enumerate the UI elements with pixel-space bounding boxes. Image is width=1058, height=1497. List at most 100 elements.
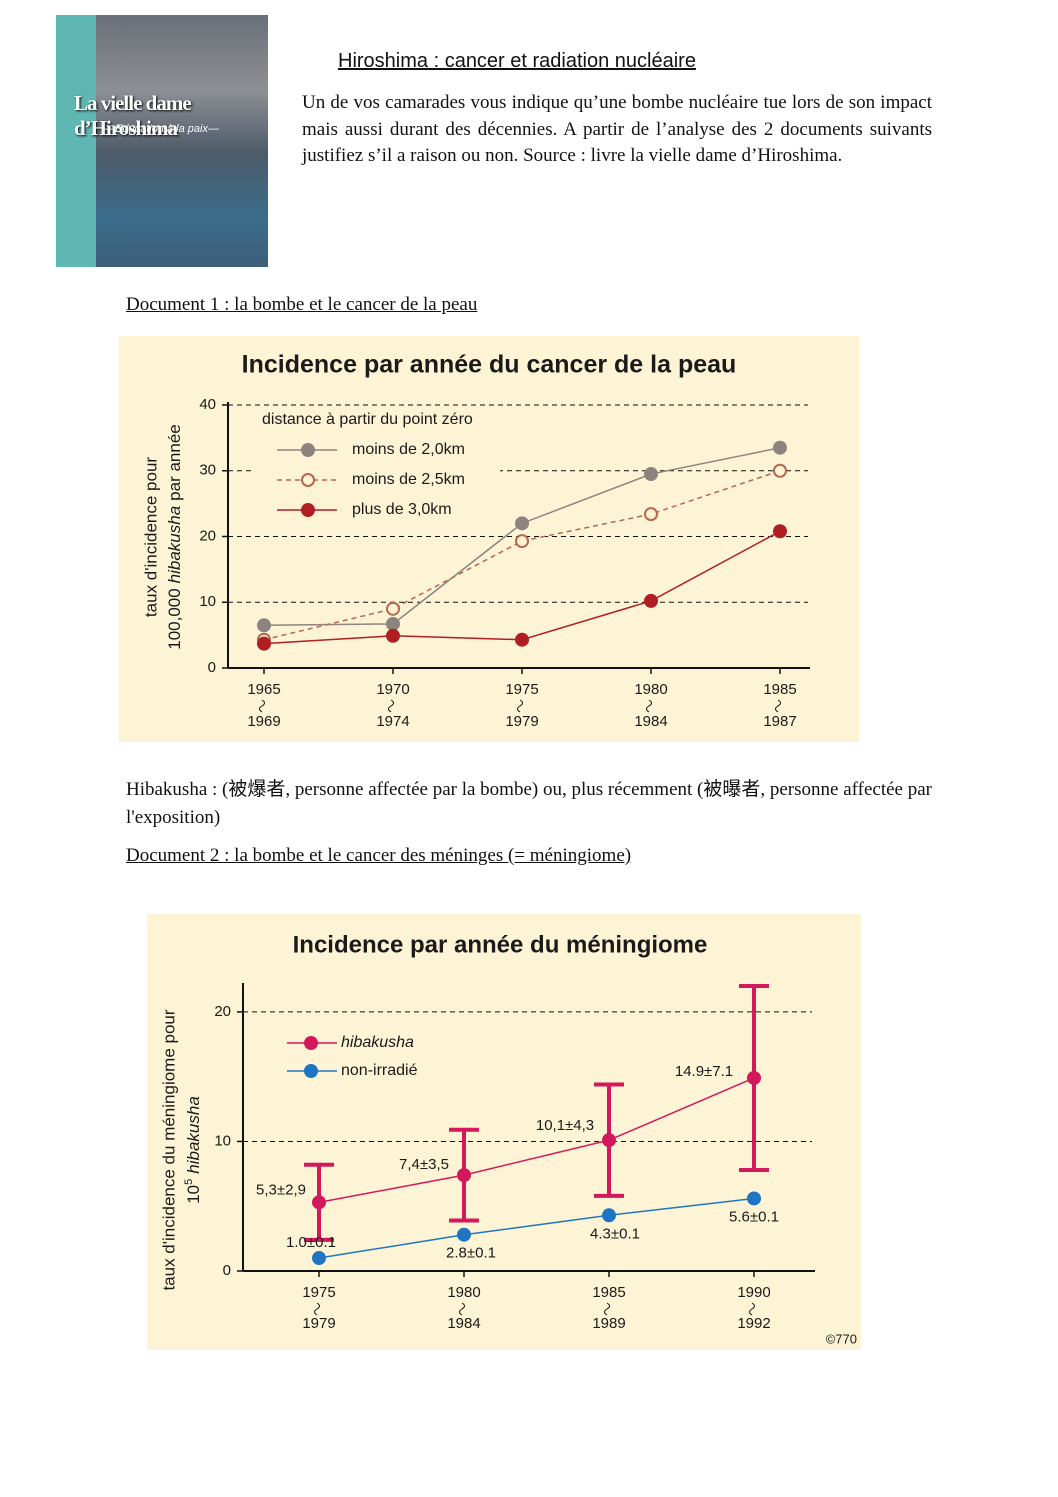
book-cover: La vielle dame d’Hiroshima —Education à … <box>56 15 268 267</box>
x-tick-label: 1980 <box>634 681 667 698</box>
data-point <box>386 628 400 643</box>
data-point <box>457 1227 471 1242</box>
y-label-part: 10 <box>184 1185 203 1204</box>
intro: Un de vos camarades vous indique qu’une … <box>302 92 932 166</box>
data-label: 10,1±4,3 <box>536 1117 594 1134</box>
x-tick-label: 1979 <box>505 713 538 730</box>
y-tick-label: 20 <box>214 1003 231 1020</box>
x-tick-label: 1985 <box>592 1284 625 1301</box>
plot: Incidence par année du méningiome 0 10 20 19… <box>159 931 857 1346</box>
plot: Incidence par année du cancer de la peau… <box>141 351 810 730</box>
x-tick-label: 1974 <box>376 713 409 730</box>
data-point <box>747 1191 761 1206</box>
chart-meningioma: Incidence par année du méningiome 0 10 20 19… <box>147 914 861 1350</box>
x-tick-label: 1970 <box>376 681 409 698</box>
doc2-heading: Document 2 : la bombe et le cancer des m… <box>126 845 632 866</box>
x-tick-label: 1992 <box>737 1315 770 1332</box>
legend-label: moins de 2,0km <box>352 441 465 458</box>
legend-label: moins de 2,5km <box>352 471 465 488</box>
y-label-part: hibakusha <box>165 506 184 584</box>
range-squiggle <box>459 1302 465 1316</box>
range-squiggle <box>314 1302 320 1316</box>
legend-label: plus de 3,0km <box>352 501 452 518</box>
cover-title: La vielle dame d’Hiroshima <box>74 91 192 140</box>
x-tick-label: 1965 <box>247 681 280 698</box>
range-squiggle <box>749 1302 755 1316</box>
glossary-term: Hibakusha <box>126 779 208 800</box>
x-tick-label: 1980 <box>447 1284 480 1301</box>
y-axis-label: taux d'incidence pour <box>141 457 160 617</box>
chart-title: Incidence par année du méningiome <box>293 931 708 958</box>
data-label: 7,4±3,5 <box>399 1156 449 1173</box>
data-point <box>457 1168 471 1183</box>
y-label-part: par année <box>165 424 184 501</box>
x-tick-label: 1975 <box>302 1284 335 1301</box>
x-tick-label: 1975 <box>505 681 538 698</box>
data-label: 5,3±2,9 <box>256 1181 306 1198</box>
data-point <box>257 618 271 633</box>
legend-label: non-irradié <box>341 1062 418 1079</box>
y-axis-label: 105 hibakusha <box>183 1096 204 1204</box>
y-tick-label: 0 <box>223 1262 231 1279</box>
data-point <box>515 632 529 647</box>
doc1-heading: Document 1 : la bombe et le cancer de la… <box>126 294 478 315</box>
y-tick-label: 20 <box>199 527 216 544</box>
data-point <box>602 1133 616 1148</box>
y-tick-label: 10 <box>199 593 216 610</box>
data-point <box>515 534 529 549</box>
legend-marker <box>304 1036 318 1050</box>
y-label-part: 100,000 <box>165 588 184 649</box>
x-tick-label: 1979 <box>302 1315 335 1332</box>
data-point <box>515 516 529 531</box>
legend-marker <box>301 443 315 457</box>
x-tick-label: 1969 <box>247 713 280 730</box>
cover-stripe <box>56 15 96 267</box>
data-point <box>602 1208 616 1223</box>
data-point <box>773 524 787 539</box>
data-point <box>386 616 400 631</box>
y-tick-label: 0 <box>208 659 216 676</box>
data-label: 4.3±0.1 <box>590 1225 640 1242</box>
doc-title: Hiroshima : cancer et radiation nucléair… <box>338 50 696 72</box>
x-tick-label: 1985 <box>763 681 796 698</box>
data-label: 2.8±0.1 <box>446 1245 496 1262</box>
data-point <box>747 1070 761 1085</box>
range-squiggle <box>388 699 394 713</box>
legend-marker <box>301 503 315 517</box>
series-line <box>318 1077 755 1204</box>
data-point <box>386 601 400 616</box>
x-tick-label: 1984 <box>447 1315 480 1332</box>
chart-skin: Incidence par année du cancer de la peau… <box>119 336 859 742</box>
y-tick-label: 10 <box>214 1132 231 1149</box>
data-point <box>312 1251 326 1266</box>
data-point <box>644 507 658 522</box>
series-line <box>318 1197 755 1259</box>
x-tick-label: 1990 <box>737 1284 770 1301</box>
data-label: 14.9±7.1 <box>675 1063 733 1080</box>
legend-title: distance à partir du point zéro <box>262 411 473 428</box>
x-tick-label: 1989 <box>592 1315 625 1332</box>
data-label: 5.6±0.1 <box>729 1208 779 1225</box>
y-label-sup: 5 <box>183 1179 195 1185</box>
data-label: 1.0±0.1 <box>286 1234 336 1251</box>
y-axis-label: 100,000 hibakusha par année <box>165 424 184 650</box>
x-tick-label: 1987 <box>763 713 796 730</box>
glossary: Hibakusha : (被爆者, personne affectée par … <box>126 776 932 832</box>
chart-title: Incidence par année du cancer de la peau <box>242 351 737 379</box>
x-tick-label: 1984 <box>634 713 667 730</box>
y-tick-label: 40 <box>199 396 216 413</box>
data-point <box>773 440 787 455</box>
legend-marker <box>301 473 315 487</box>
credit: ©770 <box>826 1331 857 1346</box>
legend-marker <box>304 1064 318 1078</box>
data-point <box>644 593 658 608</box>
data-point <box>644 467 658 482</box>
range-squiggle <box>646 699 652 713</box>
legend-label: hibakusha <box>341 1034 414 1051</box>
range-squiggle <box>604 1302 610 1316</box>
glossary-text: : (被爆者, personne affectée par la bombe) … <box>126 779 932 828</box>
y-tick-label: 30 <box>199 462 216 479</box>
series-line <box>263 530 781 645</box>
y-axis-label: taux d'incidence du méningiome pour <box>159 1009 178 1290</box>
